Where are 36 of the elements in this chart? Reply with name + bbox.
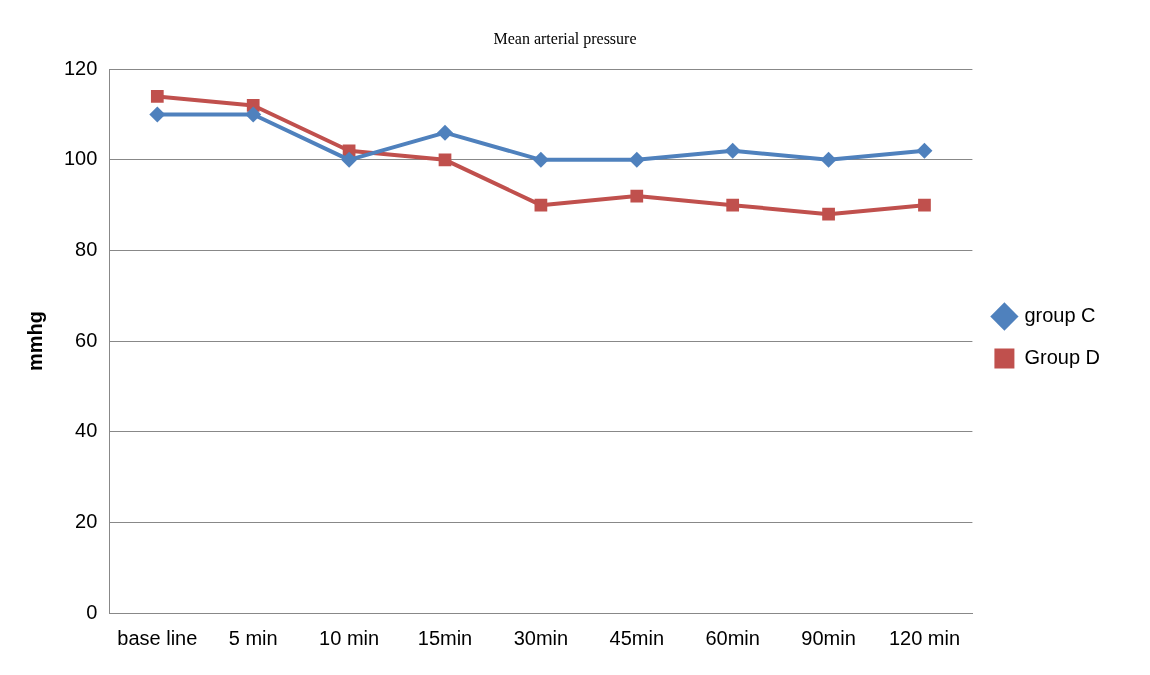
- point: [630, 189, 644, 203]
- y-axis-title: mmhg: [23, 311, 46, 372]
- point: [918, 198, 931, 212]
- y-tick-label: 20: [75, 509, 98, 532]
- legend-label: Group D: [1024, 346, 1101, 369]
- x-tick-label: 30min: [513, 626, 569, 649]
- y-tick-label: 60: [75, 328, 98, 351]
- point: [726, 198, 740, 212]
- x-tick-label: 15min: [417, 626, 473, 649]
- y-tick-label: 120: [63, 56, 98, 79]
- chart-title: Mean arterial pressure: [493, 29, 637, 48]
- point: [150, 90, 164, 103]
- y-tick-label: 40: [75, 419, 98, 442]
- point: [532, 151, 549, 168]
- x-tick-label: 120 min: [888, 626, 961, 649]
- y-tick-label: 0: [86, 600, 98, 623]
- x-tick-label: 45min: [609, 626, 665, 649]
- point: [341, 151, 358, 168]
- point: [628, 151, 645, 168]
- y-tick-label: 100: [63, 147, 98, 170]
- y-tick-label: 80: [75, 237, 98, 260]
- x-tick-label: 10 min: [319, 626, 380, 649]
- legend-label: group C: [1024, 304, 1096, 327]
- point: [822, 207, 835, 221]
- point: [438, 153, 452, 167]
- point: [149, 106, 166, 123]
- point: [534, 198, 548, 212]
- point: [245, 106, 262, 123]
- x-tick-label: 60min: [705, 626, 760, 649]
- point: [916, 142, 933, 159]
- point: [437, 124, 453, 141]
- x-tick-label: 5 min: [228, 626, 278, 649]
- point: [820, 151, 837, 168]
- x-tick-label: base line: [117, 626, 198, 649]
- x-tick-label: 90min: [801, 626, 856, 649]
- point: [724, 142, 741, 159]
